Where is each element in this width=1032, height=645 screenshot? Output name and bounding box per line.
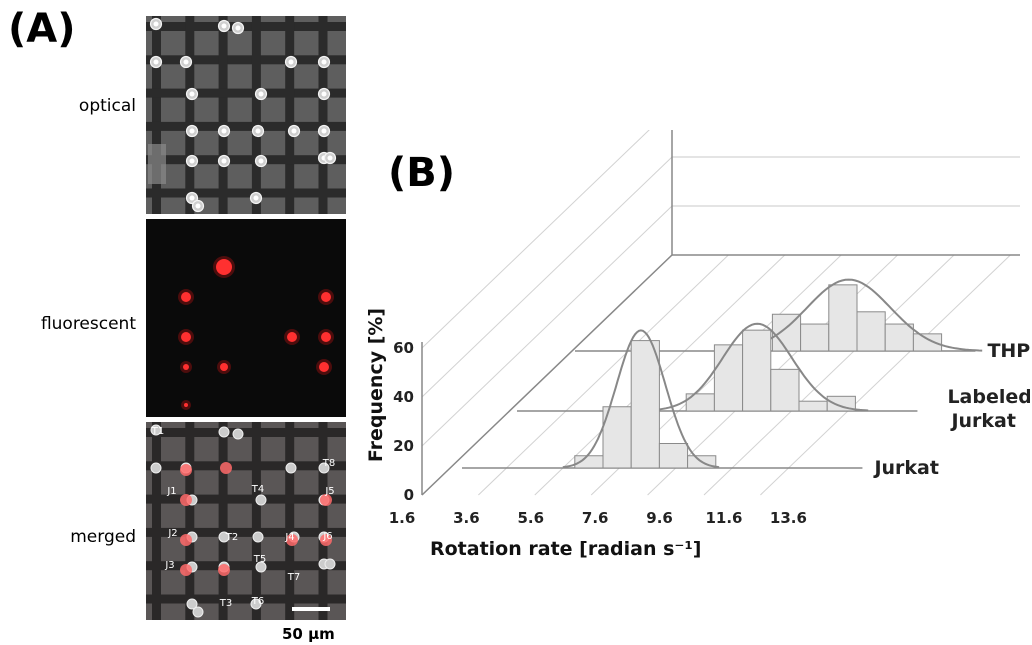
x-tick-label: 3.6 (453, 509, 480, 527)
panel-b-letter: (B) (388, 150, 456, 196)
merged-labeled-cell (320, 494, 332, 506)
histogram-bar (798, 400, 828, 412)
cell-label: T7 (287, 572, 300, 583)
x-tick-label: 1.6 (389, 509, 416, 527)
fluorescent-cell (321, 332, 331, 342)
cell-label: T1 (151, 426, 164, 437)
row-label-merged: merged (70, 527, 136, 547)
histogram-bar (800, 323, 830, 352)
fluorescent-cell (220, 363, 228, 371)
fluorescent-cell (184, 403, 188, 407)
x-axis-title: Rotation rate [radian s⁻¹] (430, 538, 701, 560)
merged-labeled-cell (180, 494, 192, 506)
floor-gridline (703, 254, 955, 496)
x-tick-label: 13.6 (770, 509, 807, 527)
merged-micrograph: T1 T8 J1 T4 J5 J2 T2 J4 J6 T5 J3 T7 T3 T6 (146, 422, 346, 620)
histogram-bar (713, 344, 744, 412)
histogram-3d-chart: THP-1LabeledJurkatJurkat02040601.63.65.6… (365, 130, 1030, 560)
optical-micrograph (146, 16, 346, 214)
fluorescent-cell (183, 364, 189, 370)
y-tick-label: 0 (404, 486, 414, 504)
merged-labeled-cell (180, 564, 192, 576)
cell-label: T6 (251, 596, 264, 607)
cell-label: T4 (251, 484, 264, 495)
cell-label: T5 (253, 554, 266, 565)
histogram-bar (828, 284, 858, 352)
scale-bar (292, 607, 330, 611)
fluorescent-cell (321, 292, 331, 302)
merged-labeled-cell (180, 464, 192, 476)
floor-gridline (478, 254, 729, 496)
merged-labeled-cell (220, 462, 232, 474)
series-label: THP-1 (987, 340, 1030, 362)
y-tick-label: 60 (393, 339, 414, 357)
floor-gridline (760, 254, 1011, 496)
x-tick-label: 7.6 (582, 509, 609, 527)
cell-label: J3 (164, 560, 174, 571)
x-tick-label: 9.6 (646, 509, 673, 527)
cell-label: J2 (167, 528, 177, 539)
panel-a-letter: (A) (8, 6, 76, 52)
x-tick-label: 11.6 (705, 509, 742, 527)
fluorescent-cell (319, 362, 329, 372)
cell-label: J5 (324, 486, 334, 497)
side-gridline (421, 130, 650, 349)
cell-label: J6 (322, 531, 332, 542)
gaussian-fit-curve (562, 329, 720, 469)
merged-labeled-cell (286, 534, 298, 546)
histogram-bar (770, 368, 800, 412)
depth-axis (421, 254, 673, 496)
merged-labeled-cell (218, 564, 230, 576)
chart-axes (421, 254, 673, 496)
histogram-bar (856, 311, 886, 352)
scale-bar-label: 50 μm (282, 625, 335, 643)
cell-label: T8 (322, 458, 335, 469)
side-gridline (421, 205, 673, 447)
histogram-bar (658, 443, 689, 469)
series-label: Labeled (947, 386, 1030, 408)
fluorescent-cell (287, 332, 297, 342)
y-axis-title: Frequency [%] (365, 308, 387, 462)
x-tick-label: 5.6 (518, 509, 545, 527)
fluorescent-cell (216, 259, 232, 275)
fluorescent-cell (181, 292, 191, 302)
histogram-bar (630, 340, 660, 469)
chart-series (462, 278, 983, 469)
series-label: Jurkat (872, 457, 939, 479)
cell-label: J4 (284, 532, 294, 543)
row-label-fluorescent: fluorescent (40, 314, 136, 334)
row-label-optical: optical (78, 96, 136, 116)
series-label: Jurkat (949, 410, 1016, 432)
fluorescent-micrograph (146, 219, 346, 417)
chart-gridlines (421, 130, 1020, 496)
cell-label: T3 (219, 598, 232, 609)
merged-labeled-cell (320, 534, 332, 546)
histogram-bar (602, 406, 632, 469)
series-thp-1 (575, 278, 983, 352)
chart-labels: THP-1LabeledJurkatJurkat02040601.63.65.6… (365, 308, 1030, 560)
debris (148, 144, 166, 184)
y-tick-label: 40 (393, 388, 414, 406)
fluorescent-cell (181, 332, 191, 342)
cell-label: J1 (166, 486, 176, 497)
series-jurkat (462, 329, 863, 469)
side-gridline (421, 156, 673, 398)
gaussian-fit-curve (646, 322, 869, 412)
histogram-bar (742, 329, 772, 412)
histogram-bar (884, 323, 914, 352)
cell-label: T2 (225, 532, 238, 543)
histogram-bar (912, 333, 943, 352)
merged-labeled-cell (180, 534, 192, 546)
series-labeled-jurkat (517, 322, 918, 412)
y-tick-label: 20 (393, 437, 414, 455)
